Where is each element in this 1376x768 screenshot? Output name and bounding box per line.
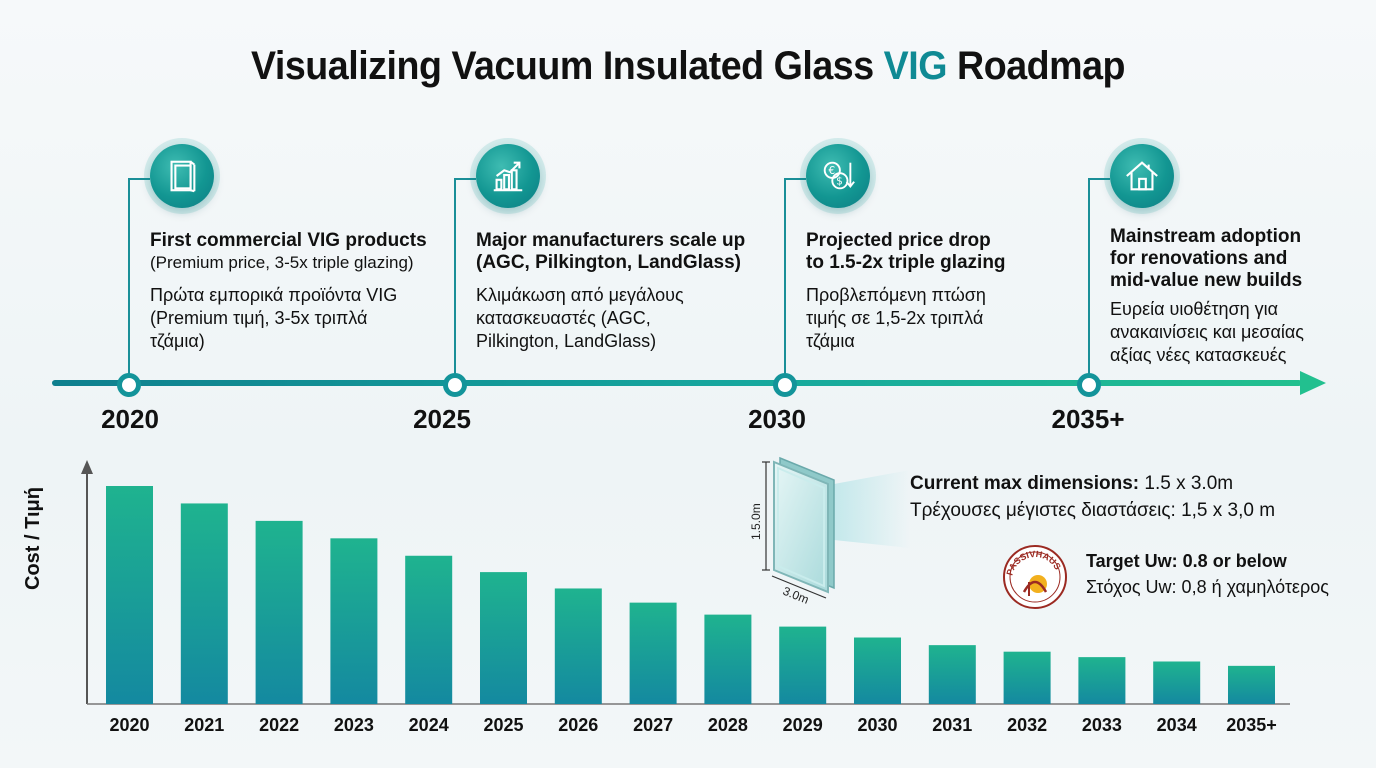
milestone-sub: (AGC, Pilkington, LandGlass): [476, 252, 741, 273]
timeline-track: [52, 380, 1302, 386]
bar-2024: [405, 555, 453, 704]
bar-2021: [180, 503, 228, 704]
x-tick-label: 2020: [109, 715, 149, 735]
bar-2023: [330, 538, 378, 704]
connector-2020: [128, 178, 150, 376]
milestone-sub: (Premium price, 3-5x triple glazing): [150, 253, 414, 272]
bar-2032: [1003, 651, 1051, 704]
milestone-text-2020: First commercial VIG products (Premium p…: [150, 230, 450, 353]
dims-greek: Τρέχουσες μέγιστες διαστάσεις: 1,5 x 3,0…: [910, 500, 1276, 521]
timeline-year-2035: 2035+: [1051, 404, 1125, 434]
milestone-heading: Major manufacturers scale up: [476, 230, 746, 251]
x-tick-label: 2021: [184, 715, 224, 735]
milestone-sub-2: mid-value new builds: [1110, 270, 1303, 291]
connector-2035: [1088, 178, 1110, 376]
x-tick-label: 2034: [1157, 715, 1197, 735]
connector-2030: [784, 178, 806, 376]
dims-label: Current max dimensions:: [910, 473, 1140, 494]
x-tick-label: 2025: [483, 715, 523, 735]
x-tick-label: 2035+: [1226, 715, 1277, 735]
milestone-greek: Προβλεπόμενη πτώση τιμής σε 1,5-2x τριπλ…: [806, 285, 986, 351]
timeline-node-2025: [443, 373, 467, 397]
bar-2028: [704, 614, 752, 704]
x-tick-label: 2031: [932, 715, 972, 735]
svg-text:$: $: [836, 176, 843, 188]
bar-2034: [1153, 661, 1201, 704]
target-uw-greek: Στόχος Uw: 0,8 ή χαμηλότερος: [1086, 577, 1329, 597]
milestone-sub: to 1.5-2x triple glazing: [806, 252, 1006, 273]
house-icon: [1126, 161, 1158, 191]
glass-width-label: 3.0m: [781, 584, 811, 607]
bar-2029: [779, 626, 827, 704]
x-tick-label: 2032: [1007, 715, 1047, 735]
bar-2020: [106, 486, 153, 704]
timeline-year-2030: 2030: [748, 404, 806, 434]
x-tick-label: 2029: [783, 715, 823, 735]
target-uw-info: Target Uw: 0.8 or below Στόχος Uw: 0,8 ή…: [1086, 548, 1329, 600]
milestone-heading: Mainstream adoption: [1110, 226, 1302, 247]
currency-exchange-icon: €$: [823, 161, 855, 190]
x-tick-label: 2024: [409, 715, 449, 735]
timeline-year-2025: 2025: [413, 404, 471, 434]
bar-2031: [928, 645, 976, 704]
bar-2025: [480, 572, 527, 704]
x-tick-label: 2028: [708, 715, 748, 735]
title-accent: VIG: [883, 44, 948, 88]
x-tick-label: 2030: [857, 715, 897, 735]
x-tick-label: 2027: [633, 715, 673, 735]
milestone-icon-2035: [1110, 144, 1174, 208]
x-tick-label: 2033: [1082, 715, 1122, 735]
milestone-text-2025: Major manufacturers scale up (AGC, Pilki…: [476, 230, 776, 353]
passivhaus-seal-icon: PASSIVHAUS: [1003, 545, 1067, 609]
bar-2026: [554, 588, 602, 704]
milestone-heading: Projected price drop: [806, 230, 991, 251]
svg-text:€: €: [829, 165, 836, 177]
milestone-text-2035: Mainstream adoption for renovations and …: [1110, 226, 1360, 367]
bar-2022: [255, 520, 303, 704]
milestone-heading: First commercial VIG products: [150, 230, 427, 251]
glass-pane-illustration: 1.5.0m 3.0m: [749, 456, 910, 607]
y-axis-label: Cost / Τιμή: [22, 487, 44, 590]
page-title: Visualizing Vacuum Insulated Glass VIG R…: [250, 44, 1126, 88]
y-axis-arrow-icon: [81, 460, 93, 474]
milestone-icon-2030: € $: [806, 144, 870, 208]
x-tick-label: 2026: [558, 715, 598, 735]
connector-2025: [454, 178, 476, 376]
x-tick-label: 2022: [259, 715, 299, 735]
milestone-text-2030: Projected price drop to 1.5-2x triple gl…: [806, 230, 1066, 353]
milestone-sub: for renovations and: [1110, 248, 1288, 269]
milestone-greek: Πρώτα εμπορικά προϊόντα VIG (Premium τιμ…: [150, 285, 398, 351]
dims-value: 1.5 x 3.0m: [1139, 473, 1234, 494]
glass-pane-front: [773, 460, 829, 594]
x-tick-label: 2023: [334, 715, 374, 735]
cost-bar-chart: 2020 2021 2022 2023 2024 2025 2026 2027 2028 2029…: [81, 460, 1290, 735]
window-icon: [170, 160, 196, 193]
target-uw-label: Target Uw: 0.8 or below: [1086, 551, 1287, 571]
glass-height-label: 1.5.0m: [749, 503, 763, 540]
bar-2027: [629, 602, 677, 704]
bar-2030: [854, 637, 901, 704]
milestone-icon-2020: [150, 144, 214, 208]
timeline-node-2035: [1077, 373, 1101, 397]
milestone-icon-2025: [476, 144, 540, 208]
timeline-arrow-icon: [1300, 371, 1326, 395]
milestone-greek: Κλιμάκωση από μεγάλους κατασκευαστές (AG…: [476, 285, 684, 351]
growth-chart-icon: [493, 161, 523, 192]
bar-2033: [1078, 657, 1126, 704]
timeline-node-2020: [117, 373, 141, 397]
timeline-year-2020: 2020: [101, 404, 159, 434]
milestone-greek: Ευρεία υιοθέτηση για ανακαινίσεις και με…: [1110, 299, 1304, 365]
glass-dimensions-info: Current max dimensions: 1.5 x 3.0m Τρέχο…: [910, 470, 1275, 524]
bar-2035+: [1228, 665, 1275, 704]
timeline-node-2030: [773, 373, 797, 397]
